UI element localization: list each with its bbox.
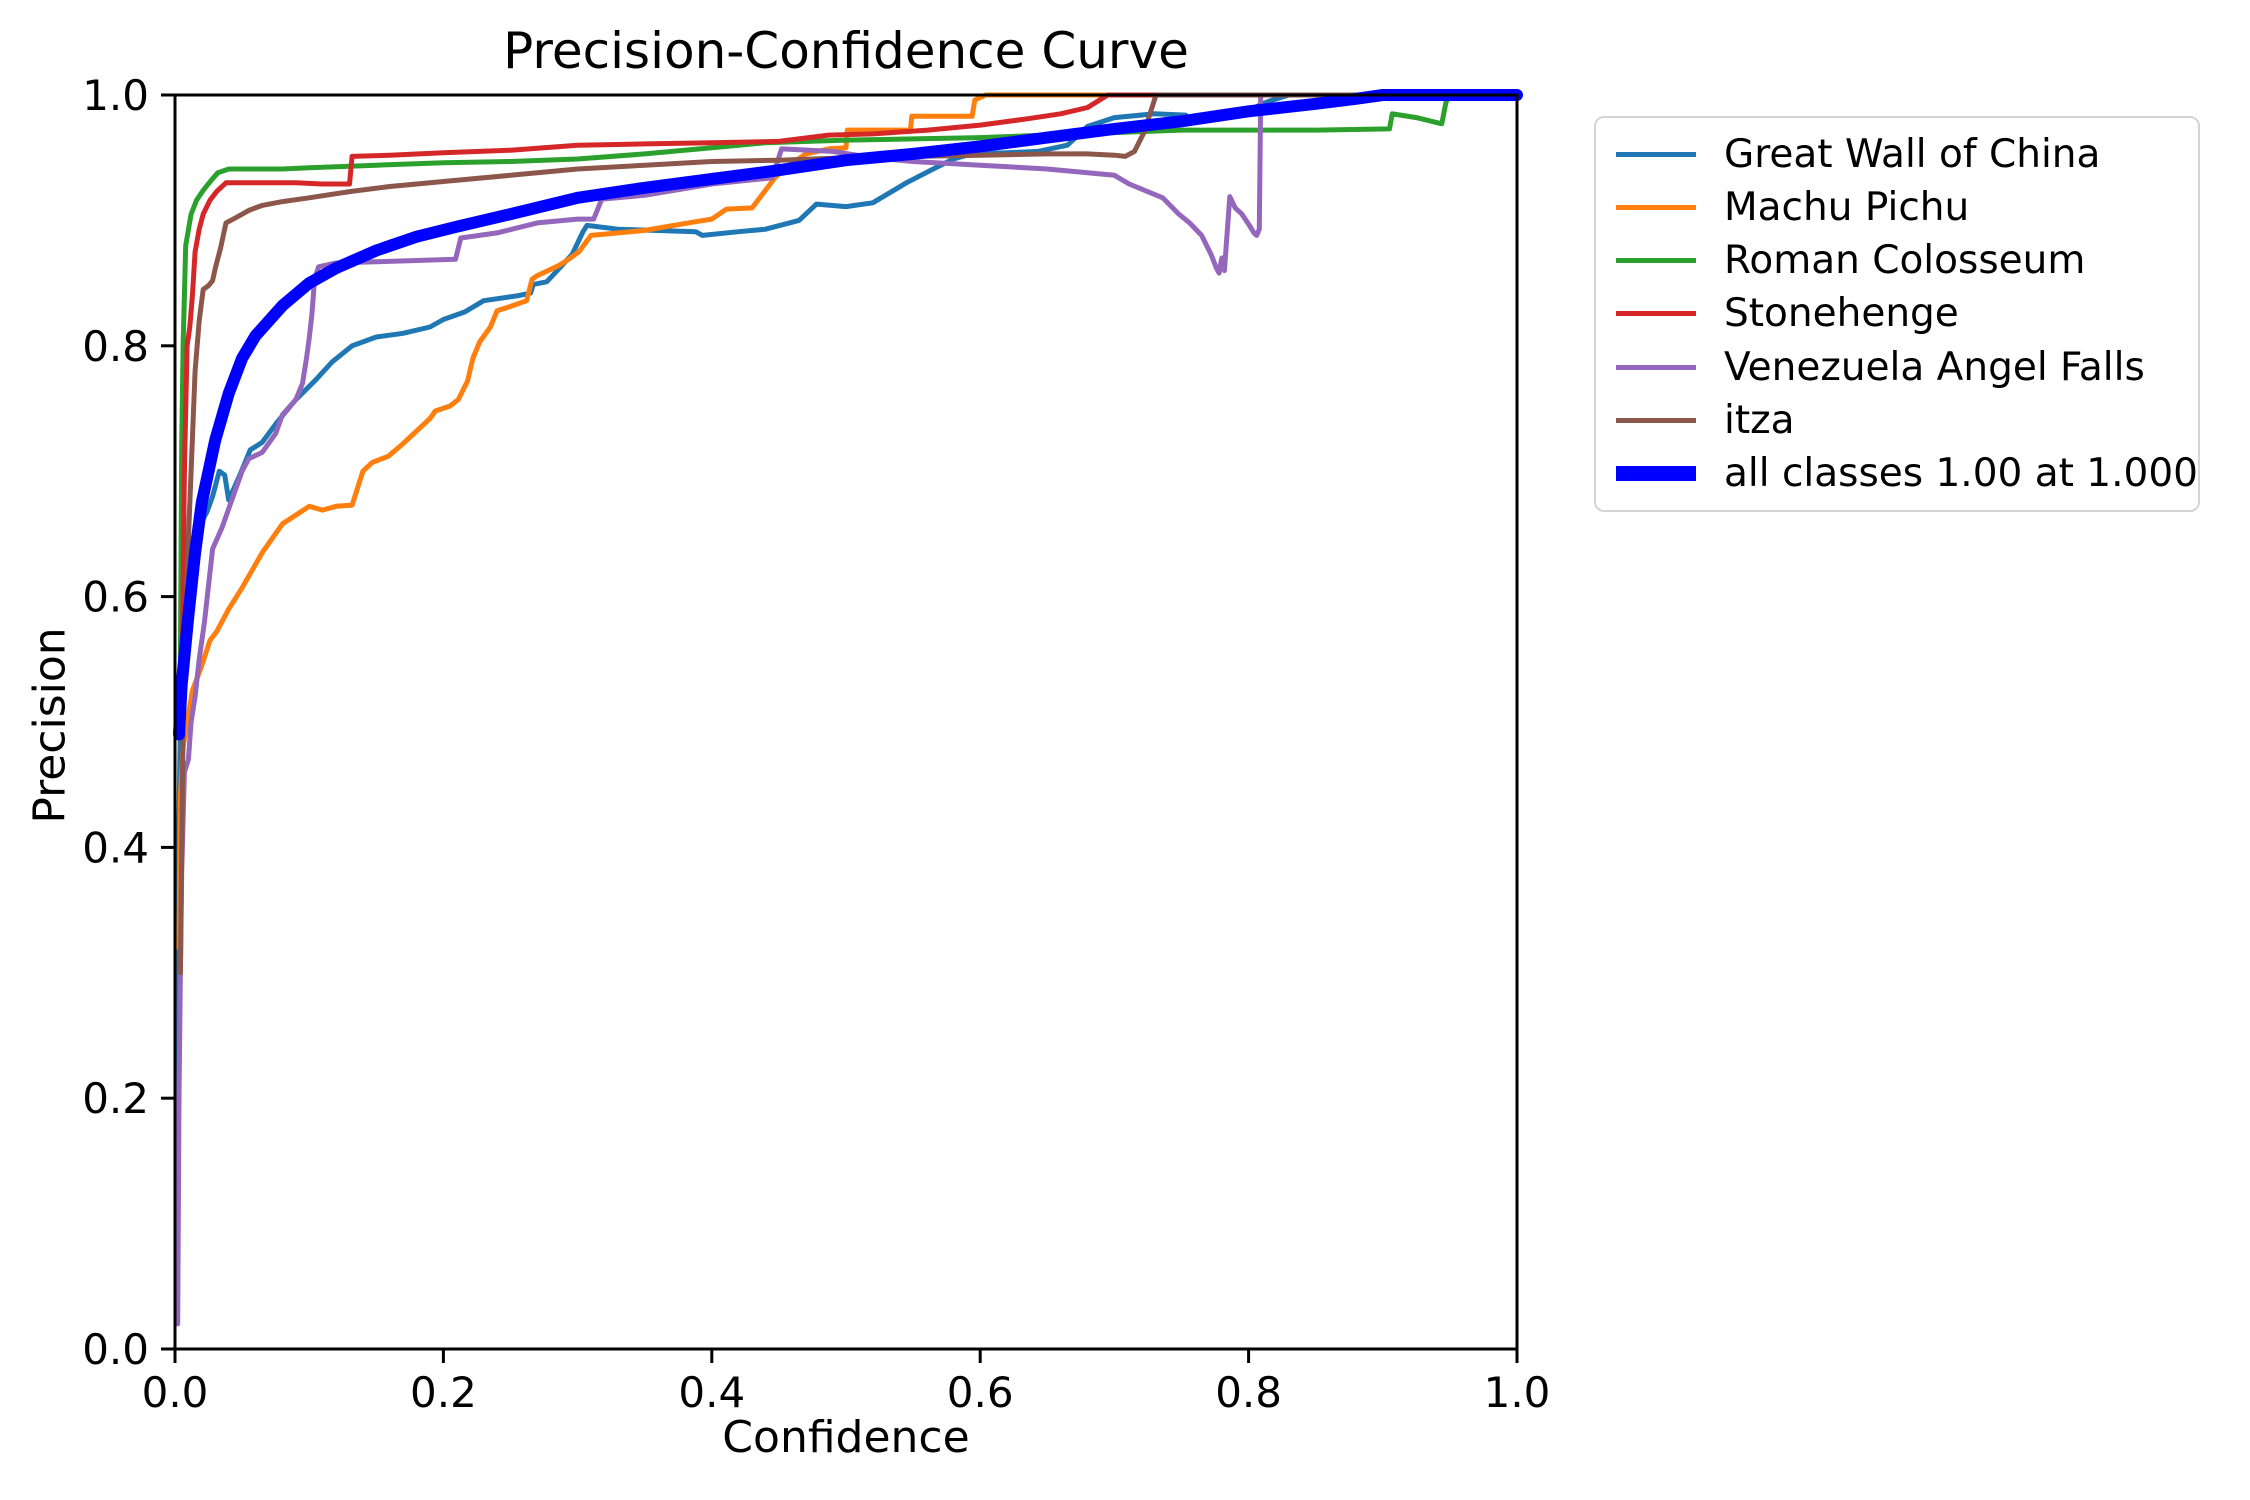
y-tick-label: 0.2 [82,1074,149,1123]
series-line-roman-colosseum [177,92,1520,662]
series-line-stonehenge [179,92,1520,725]
x-tick-label: 0.4 [678,1368,745,1417]
legend-line-sample [1616,311,1696,317]
legend-line-sample [1616,364,1696,370]
x-tick-label: 0.6 [947,1368,1014,1417]
legend-line-sample [1616,205,1696,211]
legend-item-label: itza [1724,397,1795,443]
legend-item-label: Great Wall of China [1724,132,2101,178]
series-line-venezuela-angel-falls [175,92,1520,1327]
x-tick-label: 0.8 [1215,1368,1282,1417]
legend-line-sample [1616,152,1696,158]
legend-item-venezuela-angel-falls: Venezuela Angel Falls [1596,345,2198,390]
chart-title: Precision-Confidence Curve [503,22,1189,80]
legend-item-label: Machu Pichu [1724,185,1970,231]
legend-item-roman-colosseum: Roman Colosseum [1596,238,2198,283]
series-line-all-classes-1-00-at-1-000 [173,89,1523,741]
y-tick-label: 0.0 [82,1325,149,1374]
legend-line-sample [1616,258,1696,264]
legend-item-great-wall-of-china: Great Wall of China [1596,132,2198,177]
legend-item-all-classes-1-00-at-1-000: all classes 1.00 at 1.000 [1596,451,2198,496]
y-tick-label: 0.6 [82,573,149,622]
legend-item-label: Roman Colosseum [1724,238,2086,284]
legend-item-machu-pichu: Machu Pichu [1596,185,2198,230]
legend-item-label: Venezuela Angel Falls [1724,344,2145,390]
legend-item-label: Stonehenge [1724,291,1959,337]
y-axis-label: Precision [24,627,76,824]
legend-item-stonehenge: Stonehenge [1596,291,2198,336]
y-tick-label: 1.0 [82,71,149,120]
x-axis-label: Confidence [722,1412,970,1463]
series-line-great-wall-of-china [175,92,1520,1158]
y-tick-label: 0.4 [82,823,149,872]
series-line-machu-pichu [176,92,1520,951]
x-tick-label: 1.0 [1484,1368,1551,1417]
legend: Great Wall of China Machu Pichu Roman Colo… [1594,116,2200,512]
x-tick-label: 0.2 [410,1368,477,1417]
legend-item-itza: itza [1596,398,2198,443]
legend-line-sample [1616,465,1696,481]
y-tick-label: 0.8 [82,322,149,371]
legend-item-label: all classes 1.00 at 1.000 [1724,450,2198,496]
plot-border [173,93,1519,1351]
series-line-itza [177,92,1520,976]
x-tick-label: 0.0 [142,1368,209,1417]
legend-line-sample [1616,417,1696,423]
